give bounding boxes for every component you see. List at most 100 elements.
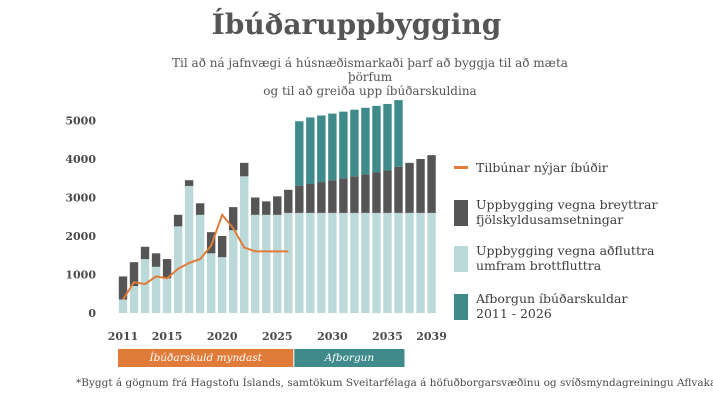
- bar-segment-family: [383, 170, 392, 213]
- bar-segment-migration: [129, 286, 139, 313]
- bar-segment-repayment: [306, 117, 315, 185]
- legend-label: Uppbygging vegna breyttrar fjölskyldusam…: [476, 197, 658, 227]
- legend-item-family-composition: Uppbygging vegna breyttrar fjölskyldusam…: [454, 197, 676, 227]
- legend-swatch-box: [454, 294, 468, 320]
- bar-segment-family: [350, 176, 359, 213]
- bar-segment-family: [262, 201, 271, 215]
- bar-segment-migration: [405, 212, 414, 313]
- bar-segment-family: [427, 155, 436, 213]
- bar-segment-repayment: [372, 105, 381, 173]
- bar-segment-family: [295, 185, 304, 213]
- bar-segment-family: [273, 196, 282, 215]
- bar-segment-family: [284, 189, 293, 213]
- x-tick-label: 2020: [207, 330, 238, 343]
- bar-segment-family: [416, 159, 425, 213]
- bar-segment-family: [394, 166, 403, 213]
- bar-segment-migration: [184, 185, 194, 313]
- bar-segment-family: [173, 214, 183, 227]
- bar-segment-family: [151, 253, 161, 267]
- bar-segment-family: [195, 203, 205, 215]
- subtitle-line-2: og til að greiða upp íbúðarskuldina: [263, 84, 477, 98]
- x-tick-label: 2011: [108, 330, 139, 343]
- legend-item-new-dwellings: Tilbúnar nýjar íbúðir: [454, 160, 676, 175]
- phase-label-debt-forms: Íbúðarskuld myndast: [149, 352, 262, 364]
- bar-segment-migration: [240, 176, 249, 313]
- legend-label: Uppbygging vegna aðfluttra umfram brottf…: [476, 243, 655, 273]
- bar-segment-family: [140, 246, 150, 260]
- bar-segment-migration: [394, 212, 403, 313]
- bar-segment-migration: [118, 299, 128, 313]
- bar-segment-family: [184, 180, 194, 186]
- bar-segment-migration: [350, 212, 359, 313]
- x-tick-label: 2030: [317, 330, 348, 343]
- bar-segment-migration: [229, 230, 238, 313]
- bar-segment-migration: [217, 257, 227, 313]
- bar-segment-migration: [140, 259, 150, 313]
- y-tick-label: 2000: [65, 230, 96, 243]
- bar-segment-family: [229, 207, 238, 231]
- y-tick-label: 3000: [65, 192, 96, 205]
- bar-segment-migration: [251, 214, 260, 313]
- bar-segment-repayment: [317, 115, 326, 183]
- footnote: *Byggt á gögnum frá Hagstofu Íslands, sa…: [76, 377, 713, 389]
- bar-segment-family: [328, 180, 337, 213]
- bar-segment-family: [217, 236, 227, 258]
- bar-segment-repayment: [394, 100, 403, 167]
- bar-segment-family: [372, 172, 381, 213]
- phase-label-debt-repayment: Afborgun íbúðarskuldar: [312, 352, 387, 382]
- bar-segment-migration: [328, 212, 337, 313]
- bar-segment-family: [306, 184, 315, 213]
- y-tick-label: 4000: [65, 153, 96, 166]
- y-tick-label: 1000: [65, 269, 96, 282]
- bar-segment-family: [251, 197, 260, 215]
- bar-segment-family: [129, 262, 139, 287]
- bar-segment-migration: [151, 266, 161, 313]
- bar-segment-repayment: [295, 121, 304, 186]
- bar-segment-migration: [416, 212, 425, 313]
- y-tick-label: 5000: [65, 115, 96, 128]
- x-tick-label: 2035: [372, 330, 403, 343]
- legend-label: Tilbúnar nýjar íbúðir: [476, 160, 608, 175]
- x-tick-label: 2025: [262, 330, 293, 343]
- legend-swatch-line: [454, 166, 468, 169]
- bar-segment-migration: [295, 212, 304, 313]
- bar-segment-migration: [162, 278, 172, 313]
- line-new-dwellings: [122, 212, 289, 301]
- subtitle-line-1: Til að ná jafnvægi á húsnæðismarkaði þar…: [172, 56, 568, 84]
- bar-segment-repayment: [350, 109, 359, 177]
- legend-item-debt-repayment: Afborgun íbúðarskuldar 2011 - 2026: [454, 291, 676, 321]
- bar-segment-migration: [262, 214, 271, 313]
- bar-segment-migration: [427, 212, 436, 313]
- bar-segment-family: [118, 276, 128, 300]
- bar-segment-migration: [383, 212, 392, 313]
- bar-segment-migration: [317, 212, 326, 313]
- chart-title: Íbúðaruppbygging: [211, 8, 502, 41]
- bar-segment-family: [162, 259, 172, 279]
- bar-segment-migration: [339, 212, 348, 313]
- bar-segment-migration: [284, 212, 293, 313]
- bar-segment-family: [339, 178, 348, 213]
- bar-segment-migration: [361, 212, 370, 313]
- bar-segment-migration: [273, 214, 282, 313]
- bar-segment-migration: [195, 214, 205, 313]
- legend-item-net-migration: Uppbygging vegna aðfluttra umfram brottf…: [454, 243, 676, 273]
- legend-label: Afborgun íbúðarskuldar 2011 - 2026: [476, 291, 628, 321]
- x-tick-label: 2039: [416, 330, 447, 343]
- chart-subtitle: Til að ná jafnvægi á húsnæðismarkaði þar…: [150, 56, 590, 98]
- legend-swatch-box: [454, 246, 468, 272]
- bar-segment-repayment: [383, 103, 392, 171]
- bar-segment-repayment: [328, 113, 337, 181]
- x-tick-label: 2015: [152, 330, 183, 343]
- bar-segment-family: [317, 182, 326, 213]
- bar-segment-family: [240, 162, 249, 177]
- phase-bar-debt-repayment: [294, 349, 405, 367]
- legend-swatch-box: [454, 200, 468, 226]
- bar-segment-repayment: [361, 107, 370, 175]
- bar-segment-migration: [372, 212, 381, 313]
- bar-segment-family: [405, 162, 414, 213]
- bar-segment-migration: [206, 253, 216, 313]
- y-tick-label: 0: [88, 307, 96, 320]
- bar-segment-repayment: [339, 111, 348, 179]
- bar-segment-migration: [306, 212, 315, 313]
